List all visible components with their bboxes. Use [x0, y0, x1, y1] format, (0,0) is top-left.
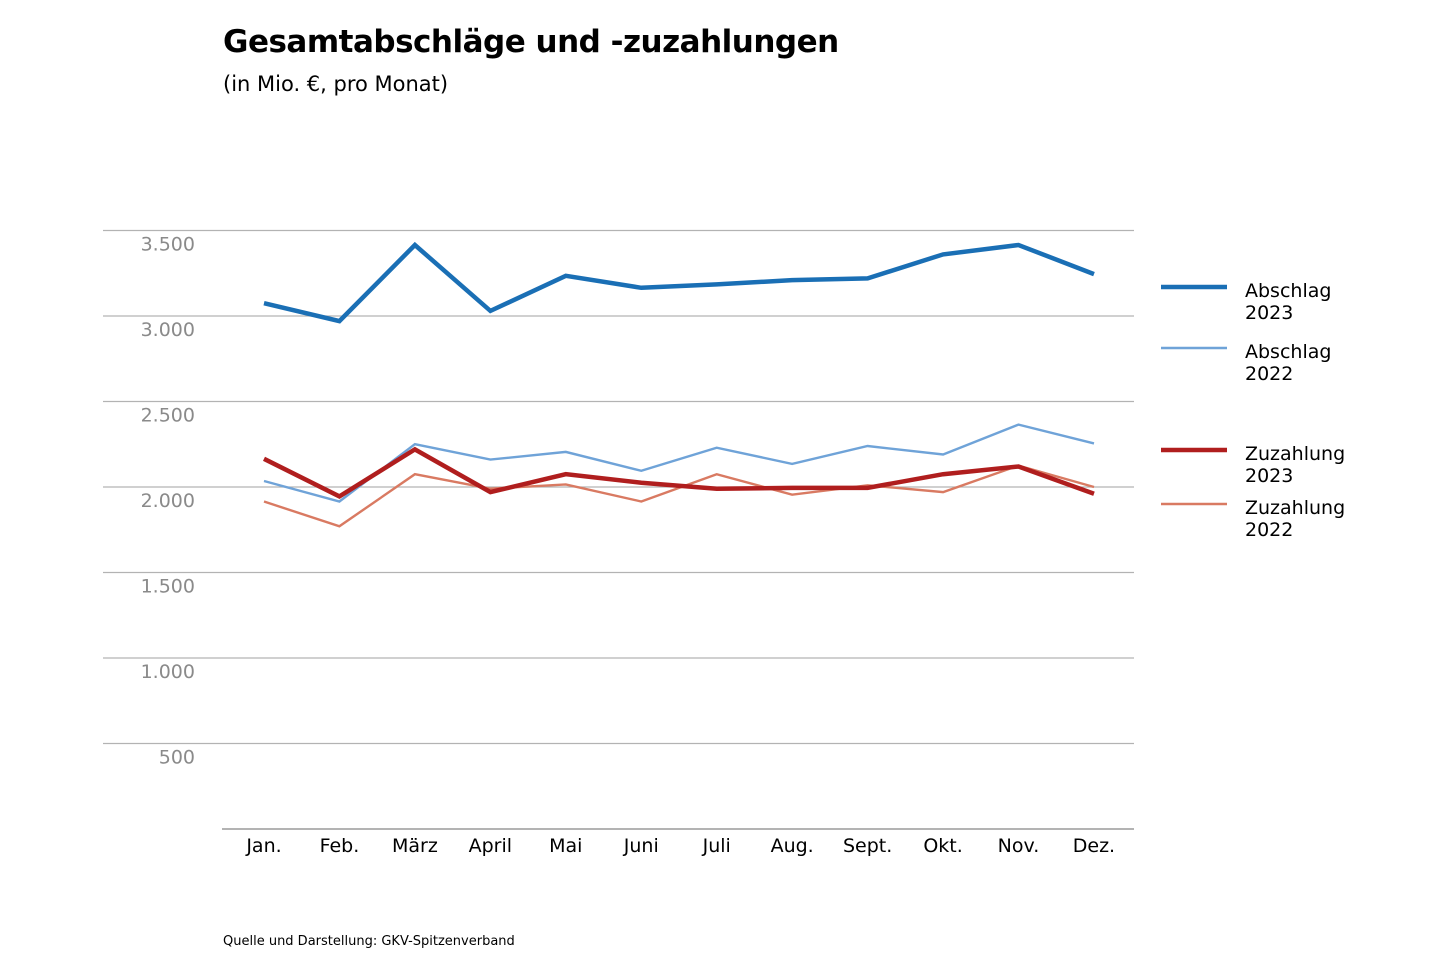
- legend-label: Zuzahlung: [1245, 497, 1345, 519]
- chart-subtitle: (in Mio. €, pro Monat): [223, 72, 449, 96]
- series-line-zuzahlung-2022: [263, 464, 1095, 528]
- x-tick-label: Sept.: [843, 835, 892, 857]
- chart-title: Gesamtabschläge und -zuzahlungen: [223, 24, 839, 60]
- x-tick-label: März: [392, 835, 438, 857]
- x-tick-label: Dez.: [1073, 835, 1115, 857]
- x-tick-label: Juli: [702, 835, 731, 857]
- y-tick-label: 500: [159, 747, 195, 769]
- series-line-abschlag-2023: [263, 241, 1095, 324]
- legend-label: 2023: [1245, 465, 1293, 487]
- x-tick-label: Aug.: [771, 835, 814, 857]
- x-tick-label: Jan.: [245, 835, 281, 857]
- legend: Abschlag2023Abschlag2022Zuzahlung2023Zuz…: [1161, 280, 1345, 541]
- x-tick-label: Okt.: [923, 835, 962, 857]
- legend-label: Abschlag: [1245, 341, 1331, 363]
- legend-label: 2023: [1245, 302, 1293, 324]
- legend-label: 2022: [1245, 363, 1293, 385]
- grid-lines: [103, 229, 1134, 830]
- legend-label: Abschlag: [1245, 280, 1331, 302]
- y-tick-label: 2.500: [141, 405, 195, 427]
- y-tick-label: 1.500: [141, 576, 195, 598]
- x-tick-label: Feb.: [320, 835, 360, 857]
- x-tick-label: April: [469, 835, 512, 857]
- x-tick-label: Nov.: [998, 835, 1040, 857]
- y-axis-ticks: 500 1.000 1.500 2.000 2.500 3.000 3.500: [141, 234, 195, 769]
- y-tick-label: 1.000: [141, 661, 195, 683]
- y-tick-label: 3.500: [141, 234, 195, 256]
- y-tick-label: 3.000: [141, 319, 195, 341]
- legend-label: Zuzahlung: [1245, 443, 1345, 465]
- y-tick-label: 2.000: [141, 490, 195, 512]
- x-tick-label: Juni: [623, 835, 659, 857]
- series-line-zuzahlung-2023: [262, 446, 1095, 499]
- source-note: Quelle und Darstellung: GKV-Spitzenverba…: [223, 934, 515, 949]
- x-tick-label: Mai: [549, 835, 582, 857]
- series-line-abschlag-2022: [263, 423, 1095, 503]
- x-axis-ticks: Jan. Feb. März April Mai Juni Juli Aug. Sept. Okt…: [245, 835, 1115, 857]
- series-lines: [262, 241, 1095, 528]
- legend-label: 2022: [1245, 519, 1293, 541]
